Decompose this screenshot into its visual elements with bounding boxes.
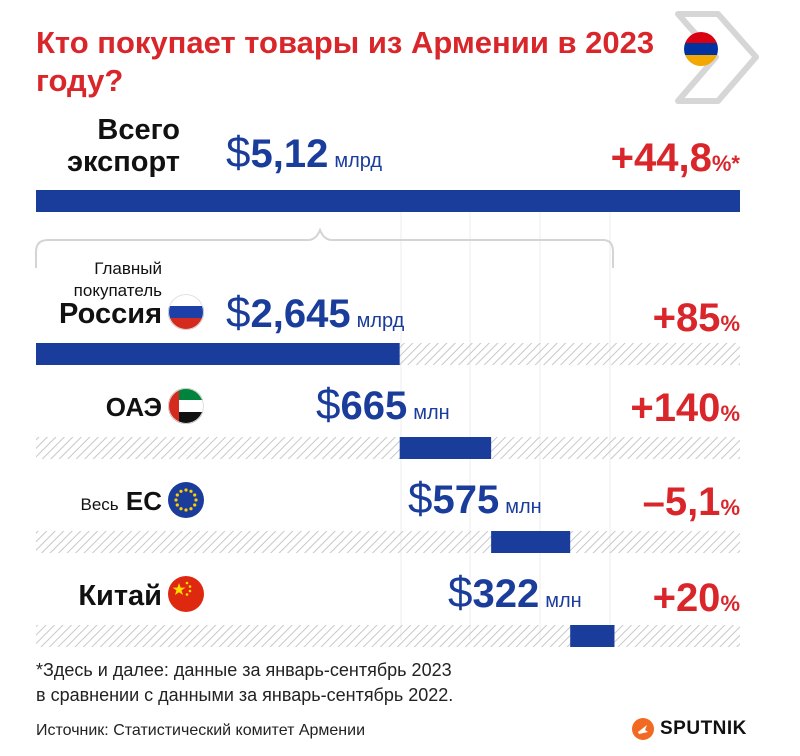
total-change-percent: %* [711,151,740,176]
total-change: +44,8%* [560,136,740,181]
russia-change-number: +85 [652,296,721,340]
eu-unit: млн [505,496,542,518]
dollar-sign: $ [316,380,341,429]
hatched-track-1 [36,437,740,459]
china-number: 322 [472,572,540,616]
bracket [35,227,614,268]
bar-ОАЭ [399,437,492,459]
footnote-line2: в сравнении с данными за январь-сентябрь… [36,685,454,705]
eu-flag-icon [168,482,204,518]
china-change: +20% [560,576,740,621]
total-unit: млрд [334,150,383,172]
eu-change-number: –5,1 [642,480,721,524]
china-change-number: +20 [652,576,721,620]
russia-label: Россия [59,298,162,330]
china-change-percent: % [720,591,740,616]
sputnik-logo: SPUTNIK [632,718,747,740]
page-title: Кто покупает товары из Армении в 2023 го… [36,25,655,98]
dollar-sign: $ [226,128,251,177]
eu-number: 575 [432,478,500,522]
eu-label: Весь ЕС [20,486,162,517]
china-unit: млн [545,590,582,612]
total-change-number: +44,8 [610,136,712,180]
bar-Китай [570,625,615,647]
russia-flag-icon [168,294,204,330]
russia-change: +85% [560,296,740,341]
total-value: $5,12 млрд [226,128,382,178]
russia-sublabel: Главный покупатель [40,258,162,302]
russia-number: 2,645 [250,292,351,336]
brand-text: SPUTNIK [660,718,747,740]
total-label: Всего экспорт [40,114,180,178]
eu-change: –5,1% [560,480,740,525]
hatched-track-2 [36,531,740,553]
uae-change-percent: % [720,401,740,426]
uae-label: ОАЭ [105,392,162,422]
sputnik-icon [632,718,654,740]
total-label-line2: экспорт [66,146,180,178]
china-value: $322 млн [448,568,582,618]
dollar-sign: $ [226,288,251,337]
armenia-flag-icon [684,32,718,66]
uae-change-number: +140 [630,386,721,430]
uae-number: 665 [340,384,408,428]
russia-sublabel-line2: покупатель [73,281,162,300]
russia-sublabel-line1: Главный [94,259,162,278]
russia-unit: млрд [356,310,405,332]
total-label-line1: Всего [97,114,180,146]
eu-value: $575 млн [408,474,542,524]
source-text: Источник: Статистический комитет Армении [36,722,366,739]
uae-flag-icon [168,388,204,424]
uae-change: +140% [560,386,740,431]
footnote-line1: *Здесь и далее: данные за январь-сентябр… [36,660,452,680]
russia-change-percent: % [720,311,740,336]
china-label: Китай [78,580,162,612]
background-grid [400,200,611,640]
total-bar [36,190,740,212]
total-number: 5,12 [250,132,329,176]
hatched-track-3 [36,625,740,647]
bar-Россия [36,343,400,365]
uae-value: $665 млн [316,380,450,430]
bar-Весь ЕС [491,531,571,553]
russia-value: $2,645 млрд [226,288,404,338]
footnote: *Здесь и далее: данные за январь-сентябр… [36,658,636,708]
dollar-sign: $ [448,568,473,617]
eu-label-prefix: Весь [80,495,119,514]
dollar-sign: $ [408,474,433,523]
uae-unit: млн [413,402,450,424]
china-flag-icon [168,576,204,612]
eu-label-main: ЕС [125,486,162,516]
eu-change-percent: % [720,495,740,520]
